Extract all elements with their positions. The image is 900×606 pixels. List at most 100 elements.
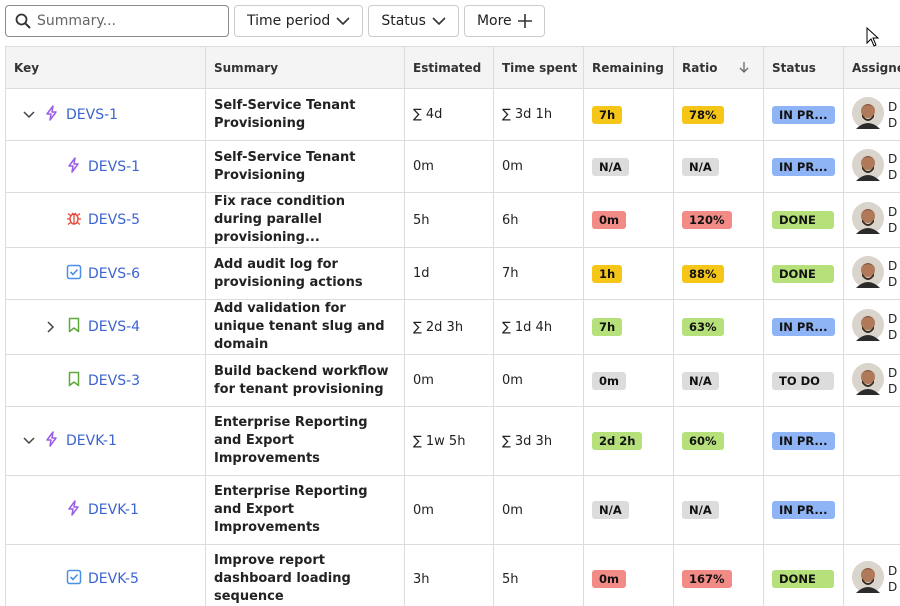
time-spent-cell: ∑ 3d 1h (494, 89, 584, 141)
remaining-cell: 7h (584, 300, 674, 355)
key-cell: DEVK-5 (6, 545, 206, 606)
issue-key-link[interactable]: DEVS-1 (66, 107, 118, 123)
search-box[interactable]: Summary... (5, 5, 229, 37)
remaining-badge: 7h (592, 106, 622, 124)
assignee-name-line: D (888, 579, 897, 595)
estimated-cell: 0m (405, 355, 494, 407)
assignee-name-line: D (888, 365, 897, 381)
column-header[interactable]: Remaining (584, 47, 674, 89)
assignee-cell (844, 476, 900, 545)
expander[interactable] (22, 108, 36, 122)
issue-key-link[interactable]: DEVK-1 (88, 502, 139, 518)
table-row[interactable]: DEVS-5 Fix race condition during parallel… (6, 193, 900, 248)
search-icon (15, 13, 31, 29)
status-cell: DONE (764, 193, 844, 248)
avatar-image (852, 256, 884, 288)
status-badge[interactable]: DONE (772, 211, 834, 229)
status-badge[interactable]: DONE (772, 265, 834, 283)
time-spent-cell: 0m (494, 141, 584, 193)
issue-key-link[interactable]: DEVK-1 (66, 433, 117, 449)
expander[interactable] (22, 434, 36, 448)
estimated-cell: ∑ 1w 5h (405, 407, 494, 476)
key-content: DEVK-1 (14, 431, 197, 451)
remaining-cell: 2d 2h (584, 407, 674, 476)
status-badge[interactable]: IN PR... (772, 432, 835, 450)
time-spent-cell: 0m (494, 476, 584, 545)
avatar (852, 561, 884, 597)
issue-key-link[interactable]: DEVK-5 (88, 571, 139, 587)
icon-bug (66, 210, 82, 226)
ratio-cell: N/A (674, 476, 764, 545)
avatar (852, 363, 884, 399)
column-header[interactable]: Estimated (405, 47, 494, 89)
remaining-cell: 0m (584, 545, 674, 606)
status-badge[interactable]: IN PR... (772, 106, 835, 124)
column-header[interactable]: Time spent (494, 47, 584, 89)
summary-cell: Improve report dashboard loading sequenc… (206, 545, 405, 606)
summary-cell: Fix race condition during parallel provi… (206, 193, 405, 248)
expander (44, 572, 58, 586)
issue-key-link[interactable]: DEVS-3 (88, 373, 140, 389)
key-content: DEVS-6 (14, 264, 197, 284)
chevron-down (23, 111, 35, 119)
header-label: Time spent (502, 61, 577, 75)
remaining-cell: 0m (584, 355, 674, 407)
status-badge[interactable]: DONE (772, 570, 834, 588)
ratio-badge: N/A (682, 158, 719, 176)
issue-key-link[interactable]: DEVS-4 (88, 319, 140, 335)
time-period-button[interactable]: Time period (234, 5, 363, 37)
expander[interactable] (44, 320, 58, 334)
avatar-image (852, 309, 884, 341)
issue-key-link[interactable]: DEVS-5 (88, 212, 140, 228)
icon-epic (66, 157, 82, 173)
chevron-icon (432, 16, 446, 26)
status-badge[interactable]: IN PR... (772, 501, 835, 519)
issue-type-icon (66, 157, 82, 177)
issue-key-link[interactable]: DEVS-1 (88, 159, 140, 175)
time-spent-cell: ∑ 3d 3h (494, 407, 584, 476)
avatar (852, 97, 884, 133)
column-header[interactable]: Key (6, 47, 206, 89)
key-cell: DEVS-1 (6, 141, 206, 193)
status-cell: IN PR... (764, 300, 844, 355)
status-badge[interactable]: TO DO (772, 372, 834, 390)
button-label: Status (381, 13, 426, 29)
ratio-cell: N/A (674, 355, 764, 407)
key-cell: DEVS-3 (6, 355, 206, 407)
status-badge[interactable]: IN PR... (772, 318, 835, 336)
column-header[interactable]: Status (764, 47, 844, 89)
header-label: Assignee (852, 61, 900, 75)
sort-icon (739, 61, 749, 73)
table-row[interactable]: DEVK-5 Improve report dashboard loading s… (6, 545, 900, 606)
status-button[interactable]: Status (368, 5, 459, 37)
ratio-cell: 63% (674, 300, 764, 355)
expander (44, 160, 58, 174)
issue-key-link[interactable]: DEVS-6 (88, 266, 140, 282)
chevron-icon (336, 16, 350, 26)
column-header[interactable]: Assignee (844, 47, 900, 89)
remaining-badge: 0m (592, 570, 626, 588)
more-button[interactable]: More (464, 5, 545, 37)
assignee-name-line: D (888, 327, 897, 343)
status-badge[interactable]: IN PR... (772, 158, 835, 176)
ratio-badge: 167% (682, 570, 732, 588)
ratio-badge: 63% (682, 318, 724, 336)
column-header[interactable]: Ratio (674, 47, 764, 89)
column-header[interactable]: Summary (206, 47, 405, 89)
